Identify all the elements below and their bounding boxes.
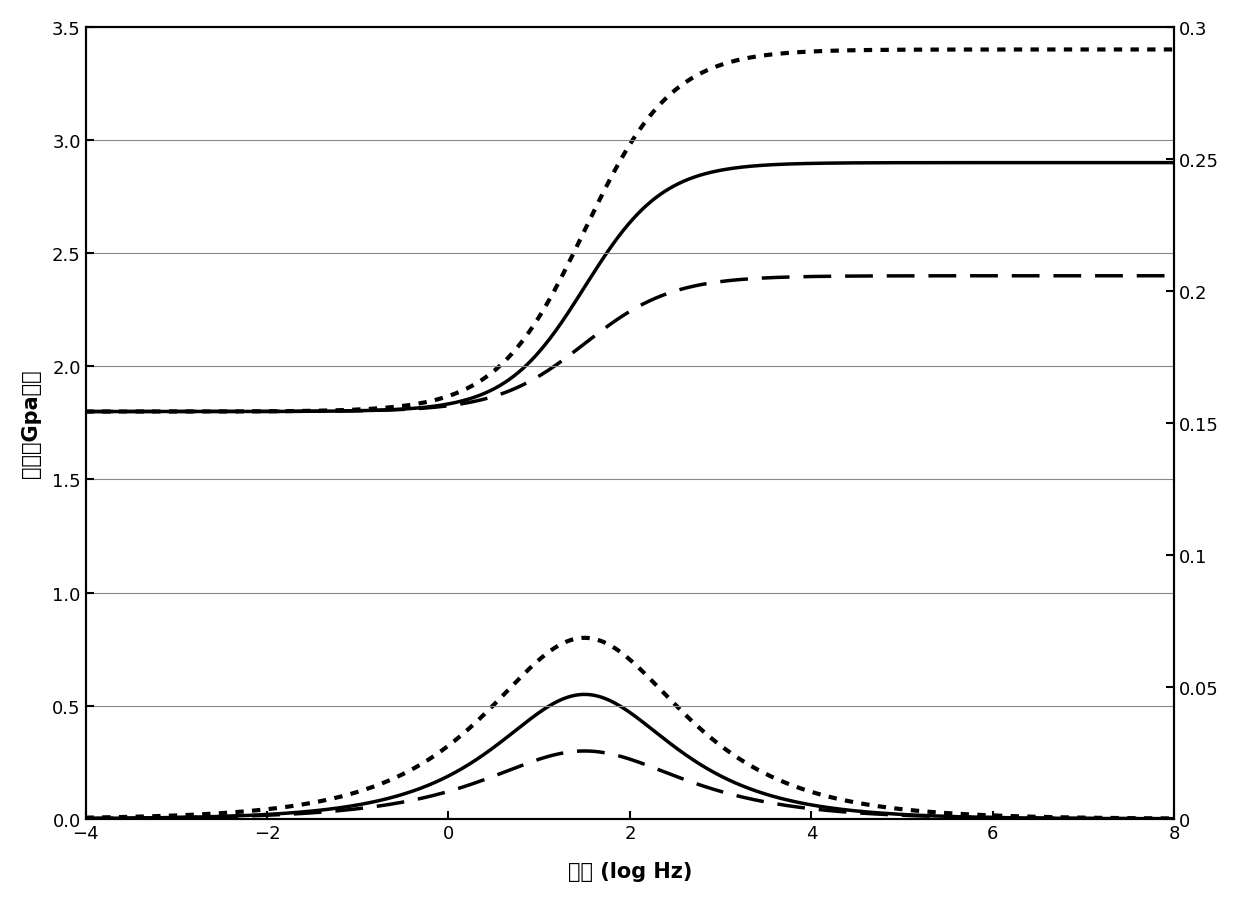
Y-axis label: 模量（Gpa）。: 模量（Gpa）。 <box>21 369 41 478</box>
X-axis label: 频率 (log Hz): 频率 (log Hz) <box>568 861 692 881</box>
